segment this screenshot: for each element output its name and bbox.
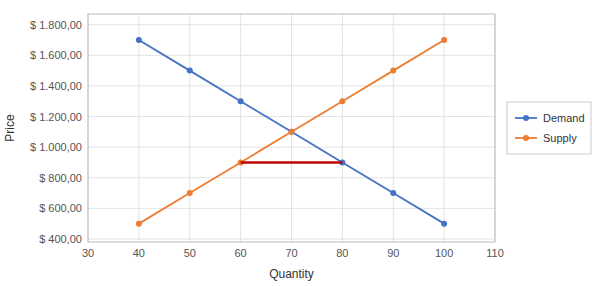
point [390, 68, 396, 74]
series [136, 37, 447, 227]
point [136, 221, 142, 227]
legend-marker [523, 135, 529, 141]
grid [88, 14, 495, 242]
plot-area [136, 37, 447, 227]
point [136, 37, 142, 43]
point [289, 129, 295, 135]
legend-label: Supply [543, 132, 577, 144]
point [187, 68, 193, 74]
y-tick-label: $ 1.600,00 [30, 49, 82, 61]
series [241, 162, 343, 163]
grid-line [393, 14, 394, 242]
point [390, 190, 396, 196]
series-line [139, 40, 444, 224]
grid-line [444, 14, 445, 242]
x-tick-label: 90 [387, 247, 399, 259]
x-tick-label: 80 [336, 247, 348, 259]
x-tick-label: 60 [235, 247, 247, 259]
point [441, 37, 447, 43]
plot-frame [88, 14, 495, 242]
series [136, 37, 447, 227]
y-tick-label: $ 1.200,00 [30, 111, 82, 123]
point [238, 98, 244, 104]
y-tick-label: $ 800,00 [39, 172, 82, 184]
y-tick-label: $ 1.000,00 [30, 141, 82, 153]
grid-line [342, 14, 343, 242]
point [339, 98, 345, 104]
series-line [139, 40, 444, 224]
legend: Demand Supply [507, 102, 591, 154]
y-tick-label: $ 1.400,00 [30, 80, 82, 92]
x-axis-label: Quantity [269, 267, 314, 281]
chart: $ 400,00 $ 600,00 $ 800,00 $ 1.000,00 $ 1.20… [0, 0, 609, 286]
grid-line [138, 14, 139, 242]
point [441, 221, 447, 227]
y-tick-label: $ 1.800,00 [30, 19, 82, 31]
legend-frame [507, 102, 591, 154]
grid-line [240, 14, 241, 242]
x-tick-label: 110 [486, 247, 504, 259]
point [289, 129, 295, 135]
x-tick-label: 30 [82, 247, 94, 259]
series-line [241, 161, 343, 164]
grid-line [189, 14, 190, 242]
grid-line [291, 14, 292, 242]
y-tick-label: $ 600,00 [39, 202, 82, 214]
x-tick-label: 100 [435, 247, 453, 259]
point [187, 190, 193, 196]
x-tick-label: 70 [285, 247, 297, 259]
legend-marker [523, 115, 529, 121]
legend-label: Demand [543, 112, 585, 124]
y-tick-label: $ 400,00 [39, 233, 82, 245]
x-tick-label: 40 [133, 247, 145, 259]
x-tick-label: 50 [184, 247, 196, 259]
y-axis-label: Price [3, 114, 17, 142]
